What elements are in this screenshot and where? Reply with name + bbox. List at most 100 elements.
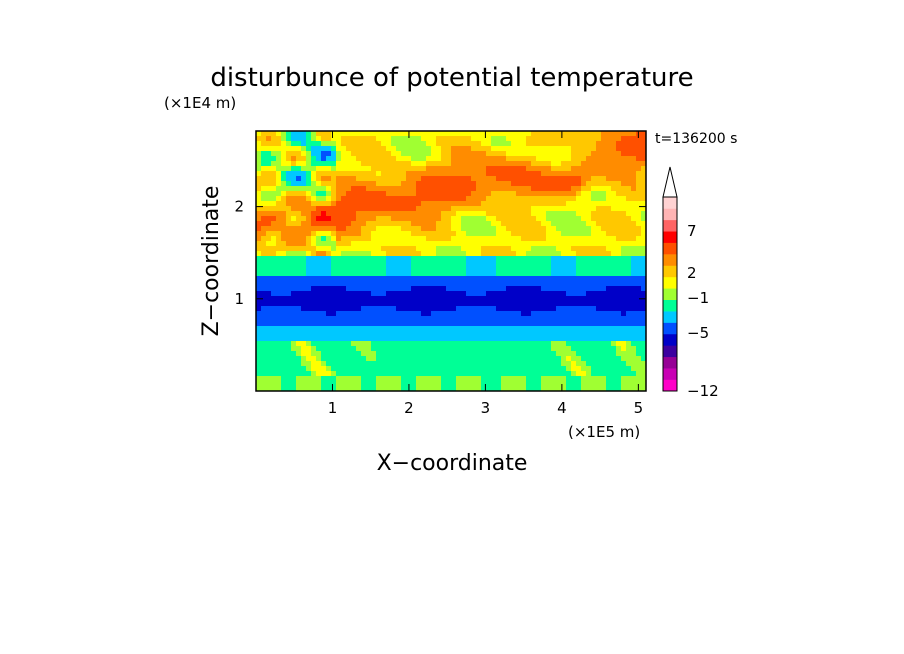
field-cell [456,346,462,352]
field-cell [351,216,357,222]
field-cell [591,191,597,197]
field-cell [256,381,262,387]
field-cell [486,181,492,187]
field-cell [621,306,627,312]
field-cell [516,371,522,377]
field-cell [596,261,602,267]
field-cell [386,321,392,327]
field-cell [526,241,532,247]
field-cell [331,336,337,342]
field-cell [616,321,622,327]
field-cell [266,176,272,182]
field-cell [416,201,422,207]
field-cell [351,321,357,327]
field-cell [371,216,377,222]
field-cell [386,136,392,142]
field-cell [556,331,562,337]
field-cell [316,281,322,287]
field-cell [546,266,552,272]
field-cell [356,146,362,152]
field-cell [271,286,277,292]
field-cell [521,386,527,391]
field-cell [261,156,267,162]
field-cell [456,321,462,327]
field-cell [636,276,642,282]
field-cell [521,291,527,297]
field-cell [321,136,327,142]
field-cell [516,206,522,212]
field-cell [546,271,552,277]
field-cell [306,286,312,292]
field-cell [316,176,322,182]
field-cell [366,171,372,177]
field-cell [426,236,432,242]
field-cell [396,326,402,332]
field-cell [531,281,537,287]
field-cell [436,156,442,162]
field-cell [461,221,467,227]
field-cell [296,311,302,317]
field-cell [391,316,397,322]
field-cell [411,201,417,207]
field-cell [321,251,327,257]
field-cell [321,291,327,297]
field-cell [311,136,317,142]
field-cell [506,356,512,362]
field-cell [331,346,337,352]
field-cell [261,286,267,292]
field-cell [281,166,287,172]
x-axis-label: X−coordinate [377,451,528,476]
field-cell [481,146,487,152]
field-cell [431,371,437,377]
field-cell [361,236,367,242]
field-cell [521,361,527,367]
field-cell [551,171,557,177]
field-cell [386,171,392,177]
field-cell [506,241,512,247]
field-cell [591,351,597,357]
field-cell [626,331,632,337]
field-cell [296,191,302,197]
field-cell [356,371,362,377]
field-cell [356,151,362,157]
field-cell [321,161,327,167]
field-cell [256,321,262,327]
field-cell [586,371,592,377]
field-cell [351,306,357,312]
field-cell [506,141,512,147]
field-cell [551,311,557,317]
field-cell [611,331,617,337]
field-cell [606,351,612,357]
field-cell [396,191,402,197]
field-cell [396,321,402,327]
field-cell [516,196,522,202]
field-cell [466,221,472,227]
field-cell [621,346,627,352]
field-cell [361,241,367,247]
field-cell [406,166,412,172]
field-cell [586,261,592,267]
field-cell [361,151,367,157]
field-cell [601,331,607,337]
field-cell [401,241,407,247]
field-cell [366,306,372,312]
field-cell [341,181,347,187]
field-cell [266,286,272,292]
field-cell [361,226,367,232]
field-cell [576,276,582,282]
field-cell [506,161,512,167]
field-cell [326,386,332,391]
field-cell [501,196,507,202]
field-cell [511,316,517,322]
field-cell [381,386,387,391]
colorbar-label: 7 [687,222,697,240]
field-cell [346,261,352,267]
field-cell [601,326,607,332]
field-cell [256,211,262,217]
field-cell [296,346,302,352]
field-cell [436,241,442,247]
field-cell [371,301,377,307]
field-cell [546,281,552,287]
field-cell [316,186,322,192]
field-cell [521,376,527,382]
